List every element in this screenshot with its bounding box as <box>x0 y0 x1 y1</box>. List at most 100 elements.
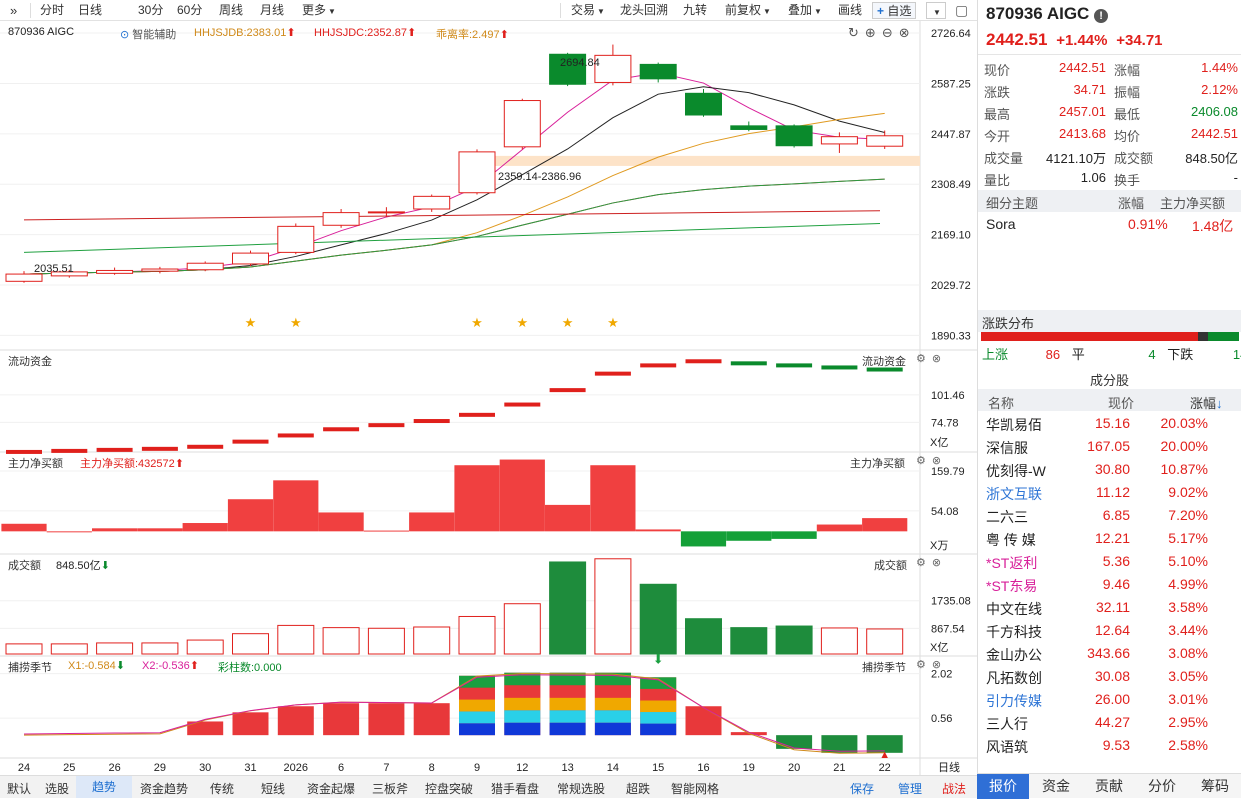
season-band <box>549 672 586 686</box>
indicator-tab[interactable]: 选股 <box>44 782 69 796</box>
component-row[interactable]: 风语筑 9.53 2.58% <box>978 734 1241 757</box>
close-icon[interactable]: ⊗ <box>898 25 916 40</box>
leader-backtrack-button[interactable]: 龙头回溯 <box>620 3 669 17</box>
smart-assist-toggle[interactable]: ⊙ 智能辅助 <box>120 26 176 42</box>
save-button[interactable]: 保存 <box>850 782 875 796</box>
season-bar-neg <box>866 735 903 753</box>
high-price-label: 2694.84 <box>560 57 600 69</box>
gear-icon[interactable]: ⚙ <box>916 659 932 671</box>
indicator-tab[interactable]: 短线 <box>260 782 285 796</box>
zoom-in-icon[interactable]: ⊕ <box>864 25 882 40</box>
component-row[interactable]: 凡拓数创 30.08 3.05% <box>978 665 1241 688</box>
period-tab-weekly[interactable]: 周线 <box>219 3 244 17</box>
component-row[interactable]: 粤 传 媒 12.21 5.17% <box>978 527 1241 550</box>
season-band <box>594 710 631 723</box>
assist-label: 智能辅助 <box>132 29 177 41</box>
col-pct[interactable]: 涨幅↓ <box>1190 393 1223 412</box>
indicator-tab[interactable]: 控盘突破 <box>424 782 473 796</box>
draw-line-button[interactable]: 画线 <box>838 3 863 17</box>
turnover-bar <box>503 603 541 655</box>
y-tick-label: 2169.10 <box>931 230 971 242</box>
sub1-controls[interactable]: ⚙⊗ <box>916 352 947 365</box>
chart-area[interactable]: ★ ★ ★ ★ ★ ★ ⬇▲ 2726.642587.252447.872308.4921… <box>0 21 977 775</box>
indicator-tab[interactable]: 三板斧 <box>371 782 408 796</box>
strategy-button[interactable]: 战法 <box>942 782 967 796</box>
period-tab-daily[interactable]: 日线 <box>74 2 106 19</box>
component-price: 15.16 <box>1094 415 1130 431</box>
sub2-controls[interactable]: ⚙⊗ <box>916 454 947 467</box>
x-tick-label: 2026 <box>284 762 308 774</box>
double-chevron-right-icon[interactable]: » <box>10 3 18 18</box>
close-icon[interactable]: ⊗ <box>931 455 948 467</box>
gear-icon[interactable]: ⚙ <box>916 353 932 365</box>
tab-quote[interactable]: 报价 <box>977 774 1029 799</box>
overlay-dropdown[interactable]: 叠加 ▼ <box>784 2 826 19</box>
component-row[interactable]: 优刻得-W 30.80 10.87% <box>978 458 1241 481</box>
indicator-tab[interactable]: 资金趋势 <box>139 782 188 796</box>
close-icon[interactable]: ⊗ <box>931 353 948 365</box>
component-row[interactable]: 千方科技 12.64 3.44% <box>978 619 1241 642</box>
manage-button[interactable]: 管理 <box>898 782 923 796</box>
indicator-tab[interactable]: 超跌 <box>625 782 650 796</box>
tab-contribution[interactable]: 贡献 <box>1095 778 1123 794</box>
gear-icon[interactable]: ⚙ <box>916 455 932 467</box>
info-icon[interactable]: ! <box>1094 9 1109 23</box>
indicator-tab[interactable]: 默认 <box>6 782 31 796</box>
component-price: 167.05 <box>1087 438 1130 454</box>
period-tab-60min[interactable]: 60分 <box>177 3 203 17</box>
period-tab-timeshare[interactable]: 分时 <box>40 3 65 17</box>
component-row[interactable]: 深信服 167.05 20.00% <box>978 435 1241 458</box>
indicator-hhjsjdb: HHJSJDB:2383.01⬆ <box>194 26 296 39</box>
period-tab-30min[interactable]: 30分 <box>138 3 164 17</box>
adjust-dropdown[interactable]: 前复权 ▼ <box>721 2 775 19</box>
indicator-tab[interactable]: 传统 <box>209 782 234 796</box>
sub3-controls[interactable]: ⚙⊗ <box>916 556 947 569</box>
component-row[interactable]: 华凯易佰 15.16 20.03% <box>978 412 1241 435</box>
indicator-tab[interactable]: 猎手看盘 <box>490 782 539 796</box>
period-more-dropdown[interactable]: 更多 ▼ <box>298 2 340 19</box>
refresh-icon[interactable]: ↻ <box>848 25 865 40</box>
watchlist-dropdown[interactable]: ▼ <box>926 2 946 19</box>
component-row[interactable]: 浙文互联 11.12 9.02% <box>978 481 1241 504</box>
tab-funds[interactable]: 资金 <box>1042 778 1070 794</box>
tab-price-dist[interactable]: 分价 <box>1148 778 1176 794</box>
quote-value: 4121.10万 <box>1046 151 1106 166</box>
liquidity-bar <box>730 361 767 366</box>
candle-body <box>820 136 858 145</box>
sub4-controls[interactable]: ⚙⊗ <box>916 658 947 671</box>
season-band <box>504 722 541 736</box>
chart-controls[interactable]: ↻⊕⊖⊗ <box>848 25 916 41</box>
moving-average-lines <box>23 72 885 275</box>
add-watchlist-button[interactable]: + 自选 <box>872 2 917 19</box>
component-row[interactable]: 引力传媒 26.00 3.01% <box>978 688 1241 711</box>
component-pct: 20.00% <box>1160 438 1208 454</box>
component-row[interactable]: 金山办公 343.66 3.08% <box>978 642 1241 665</box>
indicator-tab[interactable]: 智能网格 <box>670 782 719 796</box>
gear-icon[interactable]: ⚙ <box>916 557 932 569</box>
collapse-right-icon[interactable]: ▢ <box>955 2 969 18</box>
component-row[interactable]: 二六三 6.85 7.20% <box>978 504 1241 527</box>
quote-label: 最高 <box>984 107 1011 122</box>
indicator-tab[interactable]: 资金起爆 <box>306 782 355 796</box>
close-icon[interactable]: ⊗ <box>931 557 948 569</box>
tab-chips[interactable]: 筹码 <box>1201 778 1229 794</box>
nine-turn-button[interactable]: 九转 <box>683 3 708 17</box>
component-row[interactable]: 中文在线 32.11 3.58% <box>978 596 1241 619</box>
col-price[interactable]: 现价 <box>1108 396 1135 411</box>
ind3-value: 乖离率:2.497 <box>436 29 500 41</box>
component-row[interactable]: *ST东易 9.46 4.99% <box>978 573 1241 596</box>
candle-body <box>277 225 315 253</box>
component-row[interactable]: *ST返利 5.36 5.10% <box>978 550 1241 573</box>
col-name[interactable]: 名称 <box>988 396 1015 411</box>
trade-dropdown[interactable]: 交易 ▼ <box>567 2 609 19</box>
ma10-line <box>23 112 885 275</box>
zoom-out-icon[interactable]: ⊖ <box>881 25 899 40</box>
component-row[interactable]: 三人行 44.27 2.95% <box>978 711 1241 734</box>
indicator-tab[interactable]: 趋势 <box>76 776 132 798</box>
theme-row[interactable]: Sora 0.91% 1.48亿 <box>978 212 1241 236</box>
close-icon[interactable]: ⊗ <box>931 659 948 671</box>
indicator-tab[interactable]: 常规选股 <box>556 782 605 796</box>
period-tab-monthly[interactable]: 月线 <box>260 3 285 17</box>
liquidity-bar <box>821 365 858 370</box>
down-count: 14 <box>1232 347 1241 362</box>
